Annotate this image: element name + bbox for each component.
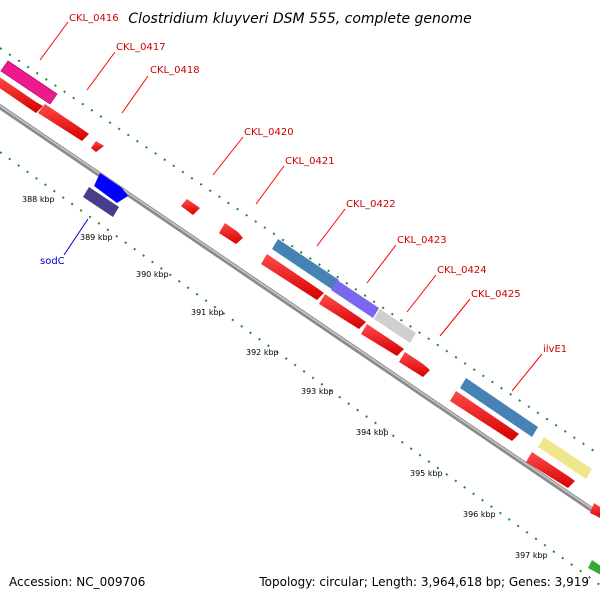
gene-label-CKL_0417: CKL_0417 — [116, 42, 166, 53]
cds-feature-edge — [590, 503, 600, 518]
map-title: Clostridium kluyveri DSM 555, complete g… — [128, 11, 471, 27]
gene-label-sodC: sodC — [40, 256, 65, 267]
tick-label-390: 390 kbp — [136, 270, 169, 279]
ilvE1 — [450, 391, 519, 441]
tick-label-389: 389 kbp — [80, 233, 113, 242]
tick-label-393: 393 kbp — [301, 387, 334, 396]
cds-feature-CKL_0417 — [38, 104, 89, 141]
tick-label-396: 396 kbp — [463, 510, 496, 519]
inner-dotted-track — [0, 151, 600, 586]
gene-label-CKL_0421: CKL_0421 — [285, 156, 335, 167]
gene-label-CKL_0423: CKL_0423 — [397, 235, 447, 246]
cds-feature-CKL_0422-top — [272, 239, 339, 290]
label-callout-lines — [39, 21, 543, 392]
tick-label-392: 392 kbp — [246, 348, 279, 357]
gene-label-CKL_0425: CKL_0425 — [471, 289, 521, 300]
cds-feature-CKL_0416 — [0, 77, 43, 113]
ilvE1-top — [460, 378, 538, 437]
cds-feature-CKL_0418 — [91, 141, 104, 152]
gene-label-CKL_0416: CKL_0416 — [69, 13, 119, 24]
cds-feature-CKL_0416-top — [0, 60, 58, 105]
gene-label-CKL_0424: CKL_0424 — [437, 265, 487, 276]
cds-feature-CKL_0421 — [219, 223, 243, 244]
genome-backbone — [0, 103, 600, 519]
cds-feature-CKL_0424-top — [374, 309, 416, 343]
tick-label-397: 397 kbp — [515, 551, 548, 560]
sodC-callout-line — [63, 218, 89, 256]
accession-text: Accession: NC_009706 — [9, 575, 146, 589]
cds-feature-CKL_0423 — [319, 294, 366, 329]
sodC-bottom — [83, 187, 119, 217]
gene-labels: CKL_0416 CKL_0417 CKL_0418 CKL_0420 CKL_… — [40, 13, 567, 355]
gene-label-CKL_0418: CKL_0418 — [150, 65, 200, 76]
gene-label-CKL_0422: CKL_0422 — [346, 199, 396, 210]
sodC-top — [94, 173, 128, 203]
cds-feature-next — [526, 452, 575, 488]
cds-feature-CKL_0422 — [261, 254, 324, 300]
topology-summary-text: Topology: circular; Length: 3,964,618 bp… — [259, 575, 589, 589]
cds-feature-CKL_0425 — [399, 352, 430, 377]
cds-feature-CKL_0424 — [361, 324, 404, 356]
cds-feature-CKL_0423-top — [331, 280, 379, 318]
green-feature-edge — [588, 560, 600, 575]
outer-dotted-track — [0, 47, 600, 456]
gene-features — [0, 60, 600, 575]
tick-label-394: 394 kbp — [356, 428, 389, 437]
gene-label-ilvE1: ilvE1 — [543, 344, 567, 355]
cds-feature-CKL_0420 — [181, 199, 200, 215]
kbp-tick-labels: 388 kbp 389 kbp 390 kbp 391 kbp 392 kbp … — [22, 195, 548, 560]
tick-label-388: 388 kbp — [22, 195, 55, 204]
yellow-feature — [538, 437, 592, 479]
gene-label-CKL_0420: CKL_0420 — [244, 127, 294, 138]
tick-label-395: 395 kbp — [410, 469, 443, 478]
tick-label-391: 391 kbp — [191, 308, 224, 317]
